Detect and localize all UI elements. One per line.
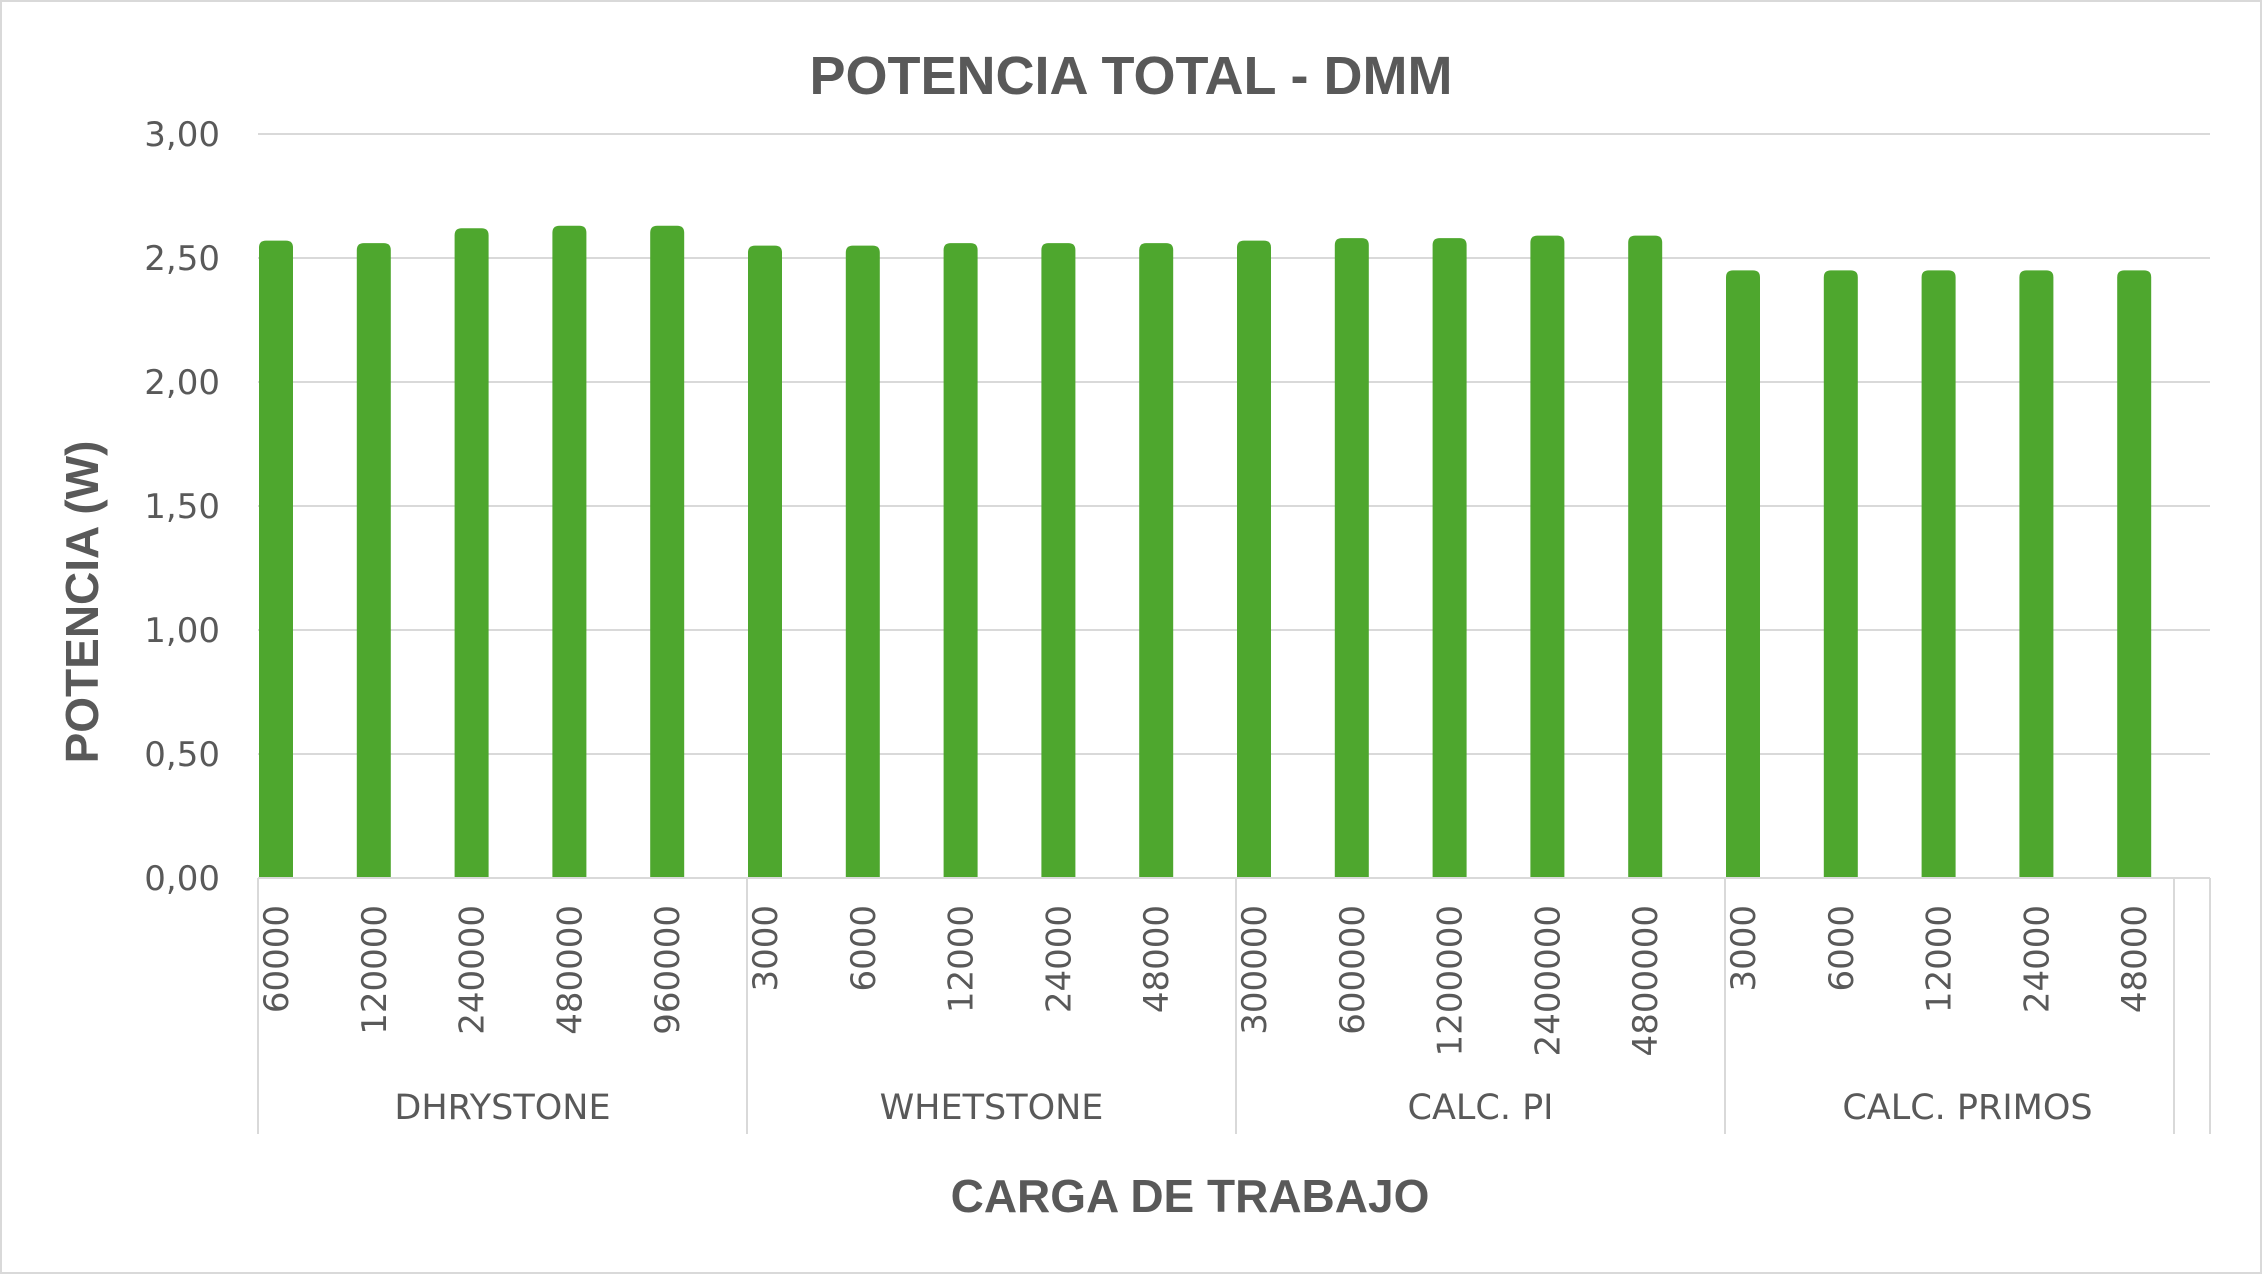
x-axis-title: CARGA DE TRABAJO xyxy=(951,1170,1430,1222)
x-category-label: 240000 xyxy=(453,905,493,1035)
chart-title: POTENCIA TOTAL - DMM xyxy=(810,46,1453,106)
x-category-label: 3000 xyxy=(1724,905,1764,992)
x-category-label: 12000 xyxy=(942,905,982,1013)
bar-whetstone-3000 xyxy=(748,245,782,879)
x-category-label: 4800000 xyxy=(1626,905,1666,1056)
bar-whetstone-48000 xyxy=(1139,243,1174,878)
x-category-label: 3000 xyxy=(746,905,786,992)
x-category-label: 48000 xyxy=(2115,905,2155,1013)
bar-dhrystone-120000 xyxy=(356,243,391,878)
y-tick-label: 2,00 xyxy=(144,363,220,403)
x-category-label: 300000 xyxy=(1235,905,1275,1035)
bars xyxy=(259,225,2152,879)
bar-calc-primos-12000 xyxy=(1921,270,1956,878)
x-category-label: 480000 xyxy=(550,905,590,1035)
x-axis: 60000 120000 240000 480000 960000 3000 6000 120… xyxy=(257,877,2211,1134)
x-category-label: 600000 xyxy=(1333,905,1373,1035)
x-category-label: 120000 xyxy=(355,905,395,1035)
x-category-label: 48000 xyxy=(1137,905,1177,1013)
y-tick-label: 3,00 xyxy=(144,115,220,155)
y-tick-label: 2,50 xyxy=(144,239,220,279)
x-category-label: 2400000 xyxy=(1528,905,1568,1056)
x-category-label: 24000 xyxy=(1039,905,1079,1013)
x-group-label: WHETSTONE xyxy=(880,1088,1104,1128)
x-category-label: 6000 xyxy=(1822,905,1862,992)
x-category-label: 12000 xyxy=(1920,905,1960,1013)
gridlines xyxy=(258,133,2210,879)
x-category-label: 960000 xyxy=(648,905,688,1035)
bar-dhrystone-480000 xyxy=(552,225,587,878)
y-tick-label: 0,00 xyxy=(144,859,220,899)
y-tick-label: 0,50 xyxy=(144,735,220,775)
x-category-label: 24000 xyxy=(2017,905,2057,1013)
bar-whetstone-24000 xyxy=(1041,243,1076,878)
bar-calc-pi-600000 xyxy=(1334,238,1369,878)
bar-dhrystone-960000 xyxy=(650,225,685,878)
y-tick-label: 1,50 xyxy=(144,487,220,527)
x-group-label: CALC. PRIMOS xyxy=(1842,1088,2092,1128)
x-category-label: 6000 xyxy=(844,905,884,992)
y-axis-ticks: 0,00 0,50 1,00 1,50 2,00 2,50 3,00 xyxy=(144,115,220,899)
bar-calc-pi-300000 xyxy=(1237,240,1271,878)
bar-calc-pi-4800000 xyxy=(1628,235,1663,878)
bar-calc-primos-3000 xyxy=(1726,270,1760,878)
bar-calc-primos-48000 xyxy=(2117,270,2152,878)
x-group-label: CALC. PI xyxy=(1408,1088,1554,1128)
bar-calc-pi-1200000 xyxy=(1432,238,1467,878)
bar-dhrystone-60000 xyxy=(259,240,293,878)
bar-dhrystone-240000 xyxy=(454,228,489,879)
y-tick-label: 1,00 xyxy=(144,611,220,651)
bar-whetstone-12000 xyxy=(943,243,978,878)
bar-calc-pi-2400000 xyxy=(1530,235,1565,878)
bar-whetstone-6000 xyxy=(845,245,880,879)
y-axis-title: POTENCIA (W) xyxy=(56,441,108,764)
bar-calc-primos-24000 xyxy=(2019,270,2054,878)
bar-calc-primos-6000 xyxy=(1823,270,1858,878)
x-group-label: DHRYSTONE xyxy=(394,1088,610,1128)
x-category-label: 1200000 xyxy=(1431,905,1471,1056)
x-category-label: 60000 xyxy=(257,905,297,1013)
